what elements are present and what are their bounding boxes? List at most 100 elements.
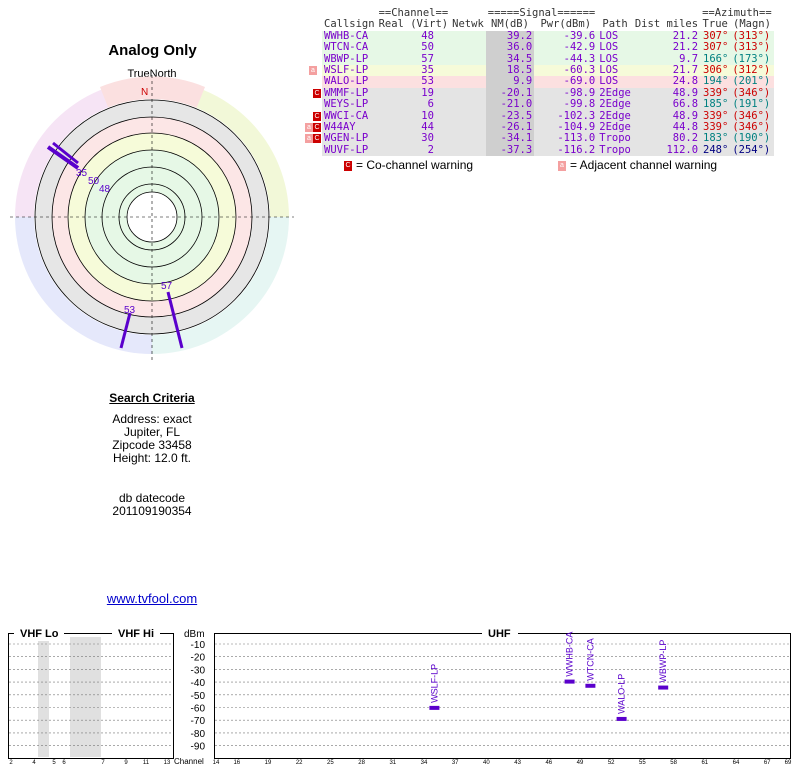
spoke-wtcn — [52, 141, 79, 165]
cell-pwr: -102.3 — [534, 110, 598, 123]
city-line: Jupiter, FL — [123, 425, 181, 439]
station-bar-label: WBWP-LP — [658, 640, 668, 683]
vhf-hi-shade — [70, 637, 101, 757]
cell-virt — [435, 133, 451, 145]
cell-path: 2Edge — [597, 98, 633, 111]
cell-nm: -26.1 — [485, 121, 535, 134]
db-tick-label: -30 — [191, 665, 206, 676]
cell-path: LOS — [597, 41, 633, 54]
cell-netwk — [450, 53, 486, 66]
vhf-tick-label: 5 — [52, 760, 56, 766]
uhf-tick-label: 64 — [733, 760, 740, 766]
cell-path: LOS — [597, 53, 633, 66]
table-row: WUVF-LP 2 -37.3 -116.2 Tropo 112.0 248° (254°) — [322, 144, 774, 157]
co-channel-warning-icon: C — [313, 134, 321, 144]
station-bar — [658, 685, 669, 690]
vhf-tick-label: 11 — [143, 760, 150, 766]
db-tick-label: -40 — [191, 678, 206, 689]
polar-label-57: 57 — [161, 281, 173, 292]
cell-virt — [435, 110, 451, 123]
uhf-tick-label: 16 — [233, 760, 240, 766]
cell-dist: 48.9 — [632, 87, 701, 100]
vhf-hi-bg — [112, 627, 160, 641]
cell-virt — [435, 65, 451, 77]
cell-true: 307° — [700, 30, 731, 43]
cell-pwr: -104.9 — [534, 121, 598, 134]
station-table: ==Channel== =====Signal====== ==Azimuth=… — [322, 7, 774, 172]
cell-netwk — [450, 42, 486, 54]
cell-nm: -23.5 — [485, 110, 535, 123]
cell-callsign: WWHB-CA — [322, 30, 377, 43]
address-line: Address: exact — [112, 412, 192, 426]
db-tick-label: -10 — [191, 640, 206, 651]
co-channel-warning-icon: C — [313, 111, 321, 121]
station-bar — [564, 679, 575, 684]
db-tick-label: -90 — [191, 742, 206, 753]
cell-callsign: WGEN-LP — [322, 133, 377, 145]
col-pwr: Pwr(dBm) — [540, 18, 592, 31]
zipcode-line: Zipcode 33458 — [112, 438, 192, 452]
cell-callsign: WSLF-LP — [322, 64, 377, 77]
db-value: 201109190354 — [112, 504, 192, 518]
north-marker: N — [141, 87, 148, 98]
cell-real: 30 — [376, 133, 436, 145]
cell-path: LOS — [597, 30, 633, 43]
uhf-tick-label: 22 — [296, 760, 303, 766]
cell-true: 248° — [700, 144, 731, 157]
search-criteria: Search Criteria Address: exact Jupiter, … — [60, 392, 244, 518]
cell-path: LOS — [597, 64, 633, 77]
height-line: Height: 12.0 ft. — [112, 451, 192, 465]
cell-nm: -20.1 — [485, 87, 535, 100]
adjacent-channel-icon: a — [558, 161, 566, 172]
cell-dist: 9.7 — [632, 53, 701, 66]
warning-legend: C = Co-channel warning a = Adjacent channe… — [322, 158, 774, 172]
cell-callsign: WALO-LP — [322, 76, 377, 88]
tvfool-link[interactable]: www.tvfool.com — [106, 591, 198, 606]
cell-real: 2 — [376, 144, 436, 157]
uhf-tick-label: 31 — [389, 760, 396, 766]
co-channel-legend: C = Co-channel warning — [344, 158, 474, 173]
cell-virt — [435, 122, 451, 134]
adjacent-channel-warning-icon: a — [305, 134, 313, 144]
station-bar-label: WALO-LP — [617, 674, 627, 714]
cell-real: 35 — [376, 64, 436, 77]
cell-dist: 112.0 — [632, 144, 701, 157]
cell-true: 306° — [700, 64, 731, 77]
cell-virt — [435, 53, 451, 66]
vhf-tick-label: 9 — [124, 760, 128, 766]
db-tick-label: -60 — [191, 704, 206, 715]
spoke-walo — [119, 312, 132, 349]
cell-netwk — [450, 133, 486, 145]
cell-real: 44 — [376, 121, 436, 134]
cell-virt — [435, 42, 451, 54]
group-signal: =====Signal====== — [487, 7, 596, 19]
page-title: Analog Only — [108, 42, 197, 59]
db-gridlines — [9, 643, 790, 746]
polar-label-53: 53 — [124, 305, 136, 316]
vhf-lo-bg — [14, 627, 64, 641]
polar-label-50: 50 — [88, 176, 100, 187]
adjacent-legend: a = Adjacent channel warning — [558, 158, 717, 172]
cell-callsign: WBWP-LP — [322, 53, 377, 66]
station-bar — [585, 683, 596, 688]
true-north-label: TrueNorth — [127, 68, 177, 80]
uhf-tick-label: 40 — [483, 760, 490, 766]
cell-pwr: -99.8 — [534, 98, 598, 111]
polar-label-48: 48 — [99, 184, 111, 195]
cell-real: 10 — [376, 110, 436, 123]
cell-pwr: -69.0 — [534, 76, 598, 88]
vhf-lo-label: VHF Lo — [20, 628, 59, 640]
polar-plot: N 35 50 48 57 53 — [10, 75, 294, 360]
spoke-wwhb — [46, 145, 80, 170]
cell-magn: (313°) — [730, 41, 774, 54]
db-tick-label: -70 — [191, 716, 206, 727]
group-azimuth: ==Azimuth== — [702, 7, 772, 19]
station-bar — [616, 716, 627, 721]
cell-magn: (173°) — [730, 53, 774, 66]
cell-netwk — [450, 144, 486, 157]
col-nm: NM(dB) — [491, 18, 529, 31]
cell-magn: (191°) — [730, 98, 774, 111]
center-hole — [127, 192, 177, 242]
cell-pwr: -39.6 — [534, 30, 598, 43]
uhf-tick-label: 19 — [265, 760, 272, 766]
